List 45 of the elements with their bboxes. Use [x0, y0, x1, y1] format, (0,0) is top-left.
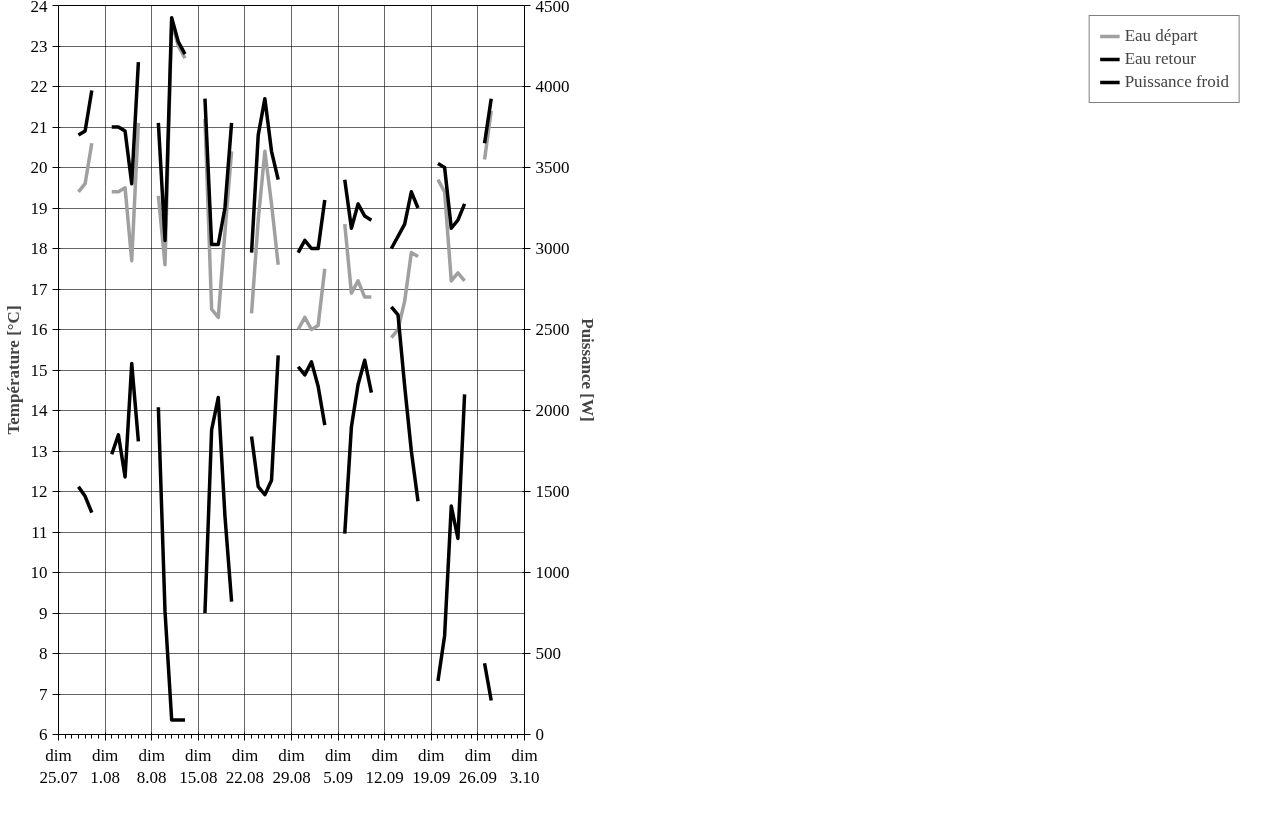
y-tick-label: 8	[39, 644, 48, 663]
y2-tick-label: 4000	[535, 77, 570, 96]
y-tick-label: 11	[31, 522, 48, 542]
y-tick-label: 9	[39, 603, 48, 623]
y-tick-label: 22	[30, 77, 48, 96]
y2-tick-label: 3500	[535, 158, 570, 177]
x-tick-label: dim 3.10	[509, 745, 540, 788]
y2-tick-label: 0	[535, 725, 544, 744]
y2-axis-title: Puissance [W]	[577, 318, 597, 422]
y-axis-title: Température [°C]	[3, 305, 23, 435]
legend-label: Eau retour	[1124, 49, 1196, 69]
x-tick-label: dim 12.09	[365, 745, 404, 788]
y2-tick-label: 4500	[535, 0, 570, 16]
x-tick-label: dim 29.08	[272, 745, 311, 788]
x-tick-label: dim 8.08	[136, 745, 167, 788]
y-tick-label: 16	[30, 320, 48, 339]
y-tick-label: 10	[30, 563, 48, 582]
y-tick-label: 18	[30, 239, 48, 258]
y-tick-label: 12	[30, 482, 48, 501]
y-tick-label: 24	[30, 0, 48, 16]
y-tick-label: 6	[39, 725, 48, 744]
y-tick-label: 23	[30, 36, 48, 56]
y2-tick-label: 1000	[535, 563, 570, 582]
y2-tick-label: 2500	[535, 320, 570, 339]
x-tick-label: dim 15.08	[179, 745, 218, 788]
x-tick-label: dim 26.09	[458, 745, 498, 788]
x-tick-label: dim 19.09	[412, 745, 451, 788]
legend-label: Eau départ	[1124, 26, 1198, 46]
y-tick-label: 17	[30, 279, 48, 299]
y2-tick-label: 1500	[535, 482, 570, 501]
x-tick-label: dim 1.08	[90, 745, 120, 788]
x-tick-label: dim 25.07	[39, 745, 79, 788]
x-tick-label: dim 22.08	[225, 745, 265, 788]
y-tick-label: 20	[30, 158, 48, 177]
y-tick-label: 19	[30, 198, 48, 218]
y2-tick-label: 2000	[535, 401, 570, 420]
y-tick-label: 14	[30, 401, 48, 420]
y-tick-label: 15	[30, 360, 48, 380]
y-tick-label: 7	[39, 684, 48, 704]
y2-tick-label: 500	[535, 644, 561, 663]
y-tick-label: 13	[30, 441, 48, 461]
legend-label: Puissance froid	[1124, 72, 1229, 92]
y2-tick-label: 3000	[535, 239, 570, 258]
y-tick-label: 21	[30, 117, 48, 137]
x-tick-label: dim 5.09	[323, 745, 353, 788]
